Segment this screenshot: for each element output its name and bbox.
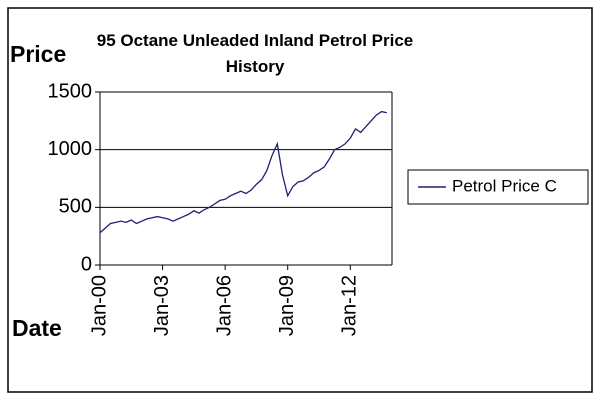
y-tick-label: 1500 [48, 80, 93, 102]
data-line [99, 110, 387, 234]
y-tick-label: 0 [81, 253, 92, 275]
y-axis-title: Price [10, 41, 66, 67]
x-tick-label: Jan-12 [339, 275, 361, 336]
y-tick-label: 1000 [48, 138, 93, 160]
chart-title: 95 Octane Unleaded Inland Petrol Price H… [96, 31, 414, 76]
legend-box [407, 169, 589, 205]
x-tick-label: Jan-00 [88, 275, 110, 336]
x-tick-label: Jan-03 [151, 275, 173, 336]
x-axis-title: Date [12, 315, 62, 341]
x-tick-label: Jan-09 [276, 275, 298, 336]
y-tick-label: 500 [59, 196, 92, 218]
x-tick-label: Jan-06 [213, 275, 235, 336]
legend-label: Petrol Price C [452, 176, 557, 195]
